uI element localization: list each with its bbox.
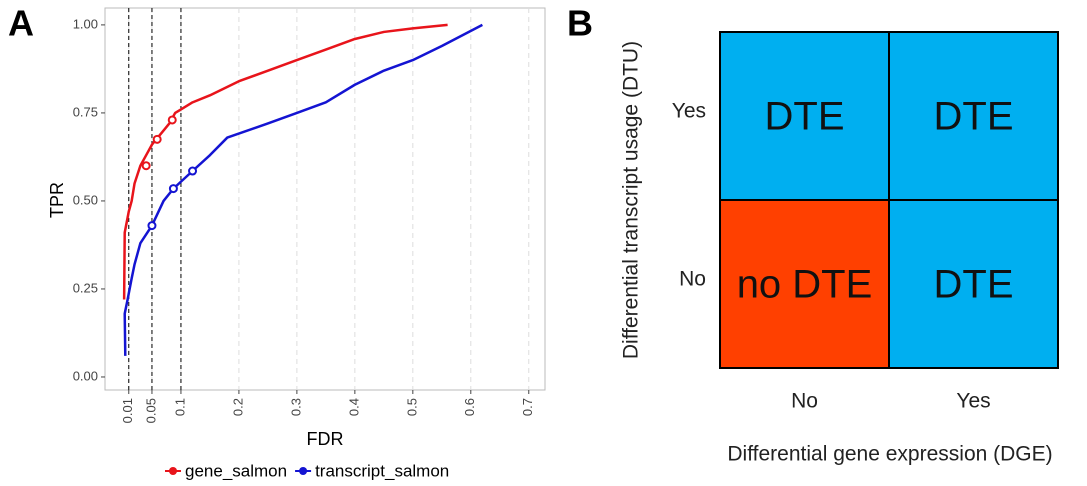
panel-label: A: [8, 3, 34, 44]
x-tick-label: 0.1: [172, 398, 187, 416]
line: [122, 23, 448, 300]
point: [141, 161, 151, 171]
x-axis-title: FDR: [307, 429, 344, 449]
x-tick-label: 0.6: [462, 398, 477, 416]
y-tick-label: 0.50: [73, 192, 98, 207]
x-tick-label: 0.3: [288, 398, 303, 416]
y-axis-title: TPR: [47, 182, 67, 218]
y-axis-title: Differential transcript usage (DTU): [620, 41, 643, 359]
y-tick-label: 1.00: [73, 16, 98, 31]
cell-label: DTE: [765, 95, 845, 139]
point: [152, 134, 162, 144]
legend-marker: [299, 467, 308, 475]
col-label: Yes: [956, 390, 990, 413]
panel-label: B: [567, 3, 593, 44]
x-tick-label: 0.2: [230, 398, 245, 416]
x-tick-label: 0.05: [143, 398, 158, 423]
row-label: No: [679, 268, 706, 291]
point: [167, 115, 177, 125]
legend-label: transcript_salmon: [315, 461, 449, 480]
cell-label: DTE: [934, 95, 1014, 139]
y-tick-label: 0.25: [73, 280, 98, 295]
x-tick-label: 0.5: [404, 398, 419, 416]
y-tick-label: 0.00: [73, 368, 98, 383]
col-label: No: [791, 390, 818, 413]
legend-marker: [169, 467, 177, 475]
point: [147, 221, 157, 231]
legend-label: gene_salmon: [185, 461, 287, 480]
line: [123, 23, 483, 356]
x-axis-title: Differential gene expression (DGE): [727, 443, 1052, 466]
cell: [888, 199, 1059, 369]
cell-label: no DTE: [737, 263, 873, 307]
x-tick-label: 0.01: [120, 398, 135, 423]
plot-panel: [104, 7, 546, 391]
point: [168, 184, 178, 194]
x-tick-label: 0.7: [520, 398, 535, 416]
row-label: Yes: [672, 100, 706, 123]
cell-label: DTE: [934, 263, 1014, 307]
x-tick-label: 0.4: [346, 398, 361, 416]
y-tick-label: 0.75: [73, 104, 98, 119]
cell: [719, 199, 890, 369]
point: [188, 166, 198, 176]
cell: [888, 31, 1059, 201]
